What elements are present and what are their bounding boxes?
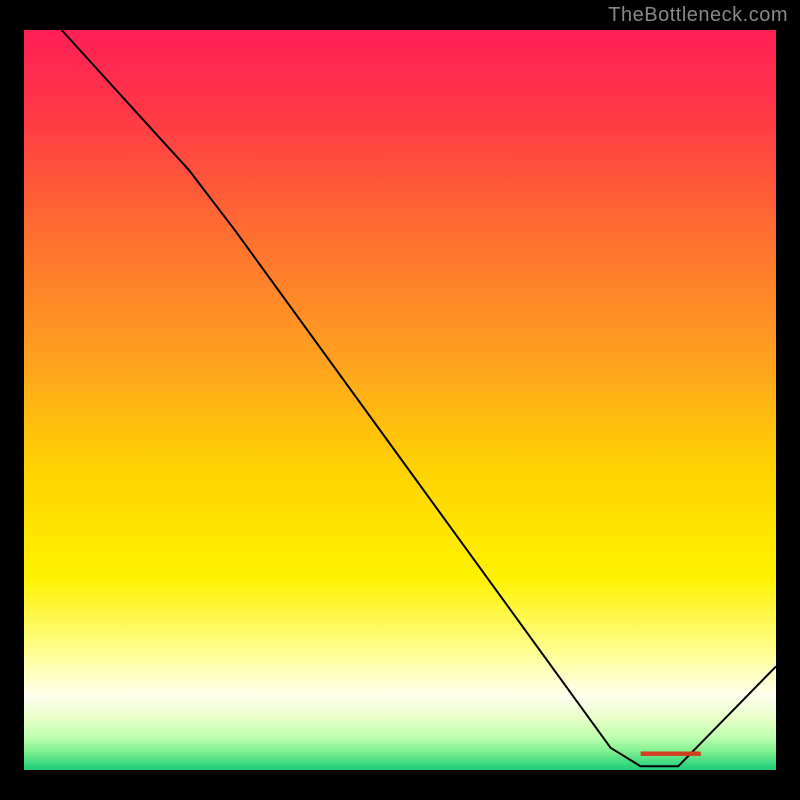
chart-background bbox=[24, 30, 776, 770]
watermark-text: TheBottleneck.com bbox=[608, 4, 788, 27]
chart-plot-area bbox=[24, 30, 776, 770]
optimal-marker bbox=[641, 752, 701, 756]
chart-svg bbox=[24, 30, 776, 770]
